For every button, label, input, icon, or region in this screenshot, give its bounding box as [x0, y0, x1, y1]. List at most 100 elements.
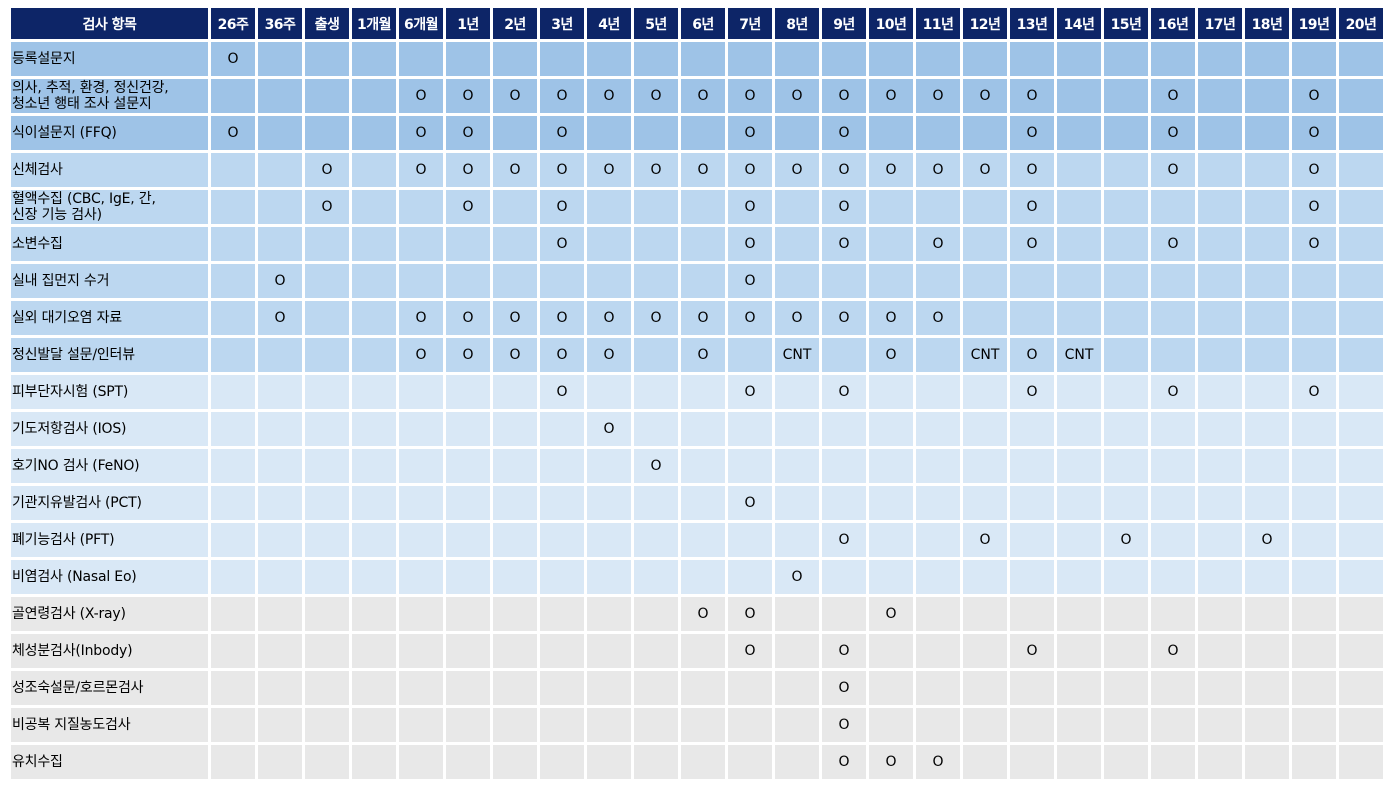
table-row: 비염검사 (Nasal Eo) O: [11, 560, 1383, 594]
schedule-mark-cell: [211, 523, 255, 557]
schedule-mark-cell: [1057, 634, 1101, 668]
table-row: 성조숙설문/호르몬검사 O: [11, 671, 1383, 705]
table-row: 등록설문지 O: [11, 42, 1383, 76]
schedule-mark-cell: O: [728, 227, 772, 261]
schedule-mark-cell: [1151, 412, 1195, 446]
table-row: 유치수집 O O O: [11, 745, 1383, 779]
schedule-mark-cell: O: [775, 79, 819, 113]
schedule-mark-cell: [305, 745, 349, 779]
schedule-mark-cell: [446, 560, 490, 594]
schedule-mark-cell: [587, 227, 631, 261]
schedule-mark-cell: O: [587, 79, 631, 113]
schedule-mark-cell: [1292, 671, 1336, 705]
schedule-mark-cell: [399, 486, 443, 520]
schedule-mark-cell: [258, 153, 302, 187]
schedule-mark-cell: [1245, 153, 1289, 187]
schedule-mark-cell: [305, 597, 349, 631]
schedule-mark-cell: [305, 116, 349, 150]
schedule-mark-cell: [775, 708, 819, 742]
schedule-mark-cell: [634, 116, 678, 150]
schedule-mark-cell: O: [258, 264, 302, 298]
header-age-cell: 3년: [540, 8, 584, 39]
schedule-mark-cell: [211, 560, 255, 594]
schedule-mark-cell: [1292, 745, 1336, 779]
schedule-mark-cell: [1339, 153, 1383, 187]
schedule-mark-cell: O: [493, 338, 537, 372]
schedule-mark-cell: [963, 671, 1007, 705]
schedule-mark-cell: [1198, 79, 1242, 113]
table-row: 정신발달 설문/인터뷰 O O O O O O CNT O CNT O CNT: [11, 338, 1383, 372]
schedule-mark-cell: [1198, 560, 1242, 594]
schedule-mark-cell: [1245, 116, 1289, 150]
schedule-mark-cell: [681, 486, 725, 520]
schedule-mark-cell: O: [399, 338, 443, 372]
schedule-mark-cell: O: [1151, 79, 1195, 113]
header-age-cell: 26주: [211, 8, 255, 39]
table-row: 피부단자시험 (SPT) O O O O O O: [11, 375, 1383, 409]
schedule-mark-cell: [728, 671, 772, 705]
schedule-mark-cell: [1339, 79, 1383, 113]
schedule-mark-cell: [869, 634, 913, 668]
schedule-mark-cell: [587, 190, 631, 224]
schedule-mark-cell: [1245, 634, 1289, 668]
schedule-mark-cell: [493, 708, 537, 742]
schedule-mark-cell: [1339, 227, 1383, 261]
schedule-mark-cell: O: [446, 190, 490, 224]
schedule-mark-cell: [399, 449, 443, 483]
schedule-mark-cell: [1104, 375, 1148, 409]
schedule-mark-cell: [916, 597, 960, 631]
schedule-mark-cell: [634, 375, 678, 409]
schedule-mark-cell: O: [446, 338, 490, 372]
schedule-mark-cell: [634, 42, 678, 76]
schedule-mark-cell: [352, 597, 396, 631]
schedule-mark-cell: [258, 190, 302, 224]
schedule-mark-cell: [446, 634, 490, 668]
schedule-mark-cell: [352, 338, 396, 372]
item-name-cell: 신체검사: [11, 153, 208, 187]
schedule-mark-cell: [963, 597, 1007, 631]
schedule-mark-cell: O: [728, 301, 772, 335]
schedule-mark-cell: [775, 42, 819, 76]
schedule-mark-cell: [305, 301, 349, 335]
schedule-mark-cell: O: [728, 486, 772, 520]
header-age-cell: 13년: [1010, 8, 1054, 39]
schedule-mark-cell: [634, 560, 678, 594]
table-row: 골연령검사 (X-ray) O O O: [11, 597, 1383, 631]
schedule-mark-cell: [446, 227, 490, 261]
table-row: 기관지유발검사 (PCT) O: [11, 486, 1383, 520]
schedule-mark-cell: [1057, 301, 1101, 335]
schedule-mark-cell: [775, 486, 819, 520]
schedule-mark-cell: [1339, 745, 1383, 779]
schedule-mark-cell: [1339, 116, 1383, 150]
schedule-mark-cell: [446, 486, 490, 520]
schedule-mark-cell: [305, 42, 349, 76]
schedule-mark-cell: [446, 375, 490, 409]
schedule-mark-cell: [258, 634, 302, 668]
schedule-mark-cell: [1151, 264, 1195, 298]
schedule-mark-cell: [728, 338, 772, 372]
schedule-mark-cell: [775, 264, 819, 298]
schedule-mark-cell: [258, 42, 302, 76]
schedule-mark-cell: [493, 375, 537, 409]
schedule-mark-cell: [1198, 116, 1242, 150]
schedule-mark-cell: [1292, 338, 1336, 372]
schedule-mark-cell: [1198, 375, 1242, 409]
schedule-mark-cell: O: [869, 597, 913, 631]
schedule-mark-cell: [1198, 671, 1242, 705]
item-name-cell: 골연령검사 (X-ray): [11, 597, 208, 631]
schedule-mark-cell: [775, 597, 819, 631]
schedule-mark-cell: [1198, 42, 1242, 76]
schedule-mark-cell: O: [540, 227, 584, 261]
schedule-mark-cell: O: [1010, 227, 1054, 261]
schedule-mark-cell: [540, 42, 584, 76]
schedule-mark-cell: [1057, 671, 1101, 705]
schedule-mark-cell: [869, 560, 913, 594]
schedule-mark-cell: [1010, 523, 1054, 557]
schedule-mark-cell: [634, 523, 678, 557]
schedule-mark-cell: O: [493, 301, 537, 335]
schedule-mark-cell: [399, 560, 443, 594]
schedule-mark-cell: [399, 264, 443, 298]
schedule-mark-cell: [1198, 486, 1242, 520]
schedule-mark-cell: [1198, 301, 1242, 335]
schedule-mark-cell: O: [1010, 153, 1054, 187]
